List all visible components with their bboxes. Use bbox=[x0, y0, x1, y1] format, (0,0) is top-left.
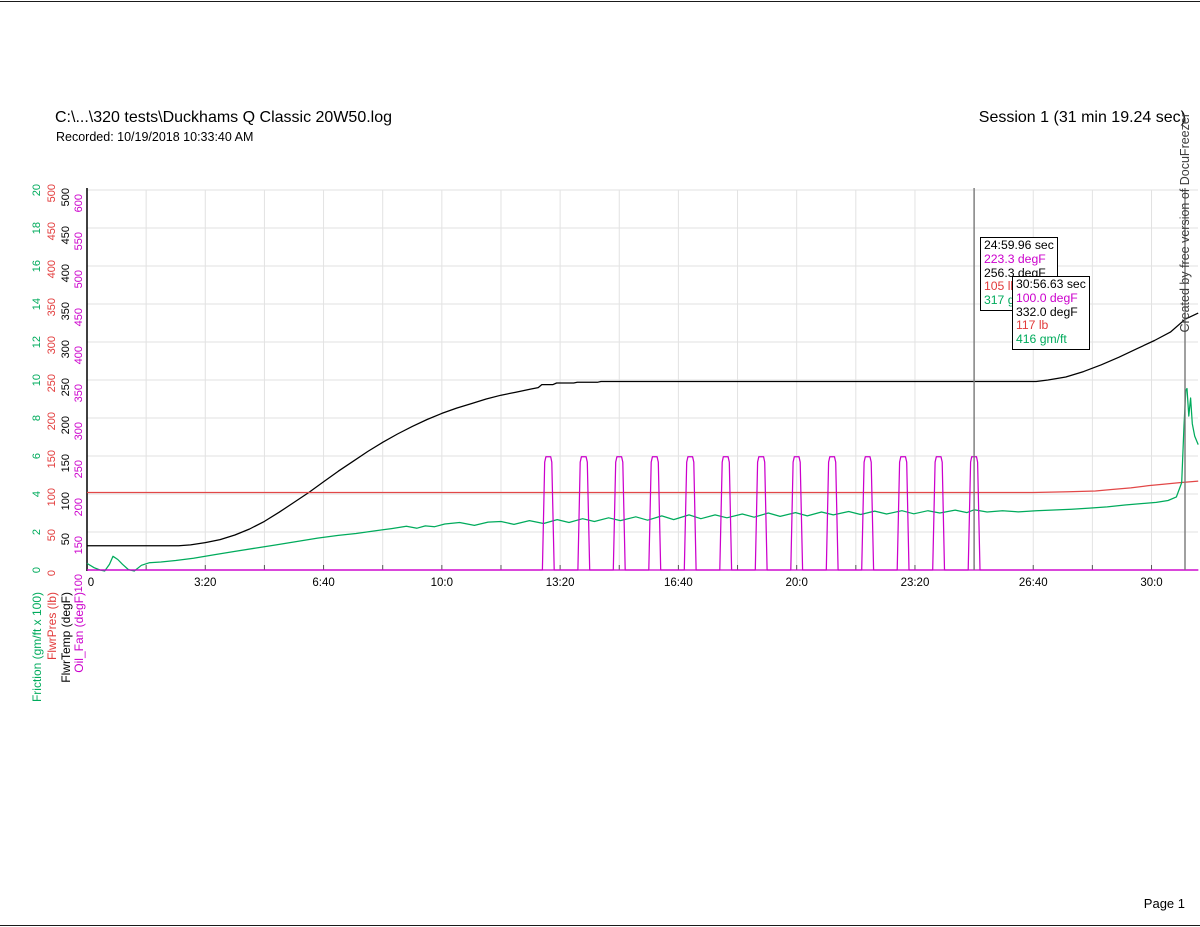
axis-tick-label: 200 bbox=[45, 412, 58, 431]
x-tick-label: 26:40 bbox=[1018, 577, 1048, 589]
page-number: Page 1 bbox=[1143, 896, 1185, 911]
annotation-value: 256.3 degF bbox=[984, 265, 1046, 280]
axis-tick-label: 350 bbox=[72, 384, 85, 403]
axis-tick-label: 600 bbox=[72, 194, 85, 213]
axis-tick-label: 50 bbox=[59, 533, 72, 546]
axis-tick-label: 8 bbox=[30, 415, 43, 422]
axis-tick-label: 0 bbox=[45, 570, 58, 577]
axis-tick-label: 200 bbox=[59, 416, 72, 435]
x-tick-label: 13:20 bbox=[545, 577, 575, 589]
series-oil_fan bbox=[87, 456, 1199, 571]
axis-tick-label: 10 bbox=[30, 374, 43, 387]
axis-tick-label: 400 bbox=[45, 260, 58, 279]
axis-tick-label: 250 bbox=[72, 460, 85, 479]
axis-tick-label: 150 bbox=[59, 454, 72, 473]
x-tick-label: 6:40 bbox=[312, 577, 335, 589]
axis-title: FlwrTemp (degF) bbox=[58, 592, 73, 683]
annotation-time: 30:56.63 sec bbox=[1016, 277, 1086, 291]
axis-tick-label: 18 bbox=[30, 222, 43, 235]
axis-tick-label: 250 bbox=[59, 378, 72, 397]
axis-tick-label: 12 bbox=[30, 336, 43, 349]
x-tick-label: 30:0 bbox=[1140, 577, 1163, 589]
recorded-timestamp: Recorded: 10/19/2018 10:33:40 AM bbox=[56, 130, 254, 144]
axis-tick-label: 100 bbox=[45, 488, 58, 507]
axis-tick-label: 400 bbox=[59, 264, 72, 283]
x-tick-label: 10:0 bbox=[430, 577, 454, 589]
axis-tick-label: 50 bbox=[45, 529, 58, 542]
cursor-annotation-box: 30:56.63 sec 100.0 degF 332.0 degF 117 lb 41… bbox=[1012, 276, 1090, 350]
axis-tick-label: 16 bbox=[30, 260, 43, 273]
axis-tick-label: 0 bbox=[30, 567, 43, 574]
x-tick-label: 16:40 bbox=[664, 577, 693, 589]
axis-title: Friction (gm/ft x 100) bbox=[29, 592, 44, 703]
axis-tick-label: 300 bbox=[72, 422, 85, 441]
axis-tick-label: 500 bbox=[59, 188, 72, 207]
axis-title: Oil_Fan (degF) bbox=[71, 592, 86, 673]
page-top-border bbox=[0, 1, 1200, 2]
x-tick-label: 23:20 bbox=[900, 577, 930, 589]
x-tick-label: 0 bbox=[87, 577, 95, 589]
axis-tick-label: 2 bbox=[30, 529, 43, 536]
axis-tick-label: 100 bbox=[59, 492, 72, 511]
axis-tick-label: 450 bbox=[45, 222, 58, 241]
annotation-value: 332.0 degF bbox=[1016, 304, 1078, 319]
session-title: Session 1 (31 min 19.24 sec) bbox=[978, 109, 1186, 126]
annotation-time: 24:59.96 sec bbox=[984, 238, 1054, 252]
axis-tick-label: 500 bbox=[72, 270, 85, 289]
series-friction bbox=[86, 387, 1199, 572]
x-tick-label: 3:20 bbox=[194, 577, 217, 589]
axis-tick-label: 200 bbox=[72, 498, 85, 517]
axis-tick-label: 550 bbox=[72, 232, 85, 251]
axis-tick-label: 150 bbox=[72, 536, 85, 555]
axis-title: FlwrPres (lb) bbox=[44, 592, 59, 660]
axis-tick-label: 250 bbox=[45, 374, 58, 393]
axis-tick-label: 14 bbox=[30, 298, 43, 311]
series-flwrpres bbox=[87, 480, 1199, 494]
series-flwrtemp bbox=[87, 312, 1199, 547]
annotation-value: 100.0 degF bbox=[1016, 290, 1078, 305]
annotation-value: 416 gm/ft bbox=[1016, 332, 1067, 347]
axis-tick-label: 400 bbox=[72, 346, 85, 365]
axis-tick-label: 100 bbox=[72, 574, 85, 593]
axis-tick-label: 450 bbox=[72, 308, 85, 327]
axis-tick-label: 20 bbox=[30, 184, 43, 197]
axis-tick-label: 150 bbox=[45, 450, 58, 469]
log-file-path: C:\...\320 tests\Duckhams Q Classic 20W5… bbox=[55, 109, 393, 126]
axis-tick-label: 350 bbox=[59, 302, 72, 321]
annotation-value: 105 lb bbox=[984, 279, 1018, 294]
axis-tick-label: 6 bbox=[30, 453, 43, 460]
page-bottom-border bbox=[0, 925, 1200, 926]
axis-tick-label: 350 bbox=[45, 298, 58, 317]
axis-tick-label: 300 bbox=[45, 336, 58, 355]
axis-tick-label: 300 bbox=[59, 340, 72, 359]
axis-tick-label: 450 bbox=[59, 226, 72, 245]
docufreezer-watermark: Created by free version of DocuFreezer bbox=[1178, 113, 1192, 333]
annotation-value: 117 lb bbox=[1016, 318, 1049, 333]
x-tick-label: 20:0 bbox=[785, 577, 808, 589]
axis-tick-label: 500 bbox=[45, 184, 58, 203]
annotation-value: 223.3 degF bbox=[984, 251, 1046, 266]
axis-tick-label: 4 bbox=[30, 491, 43, 498]
